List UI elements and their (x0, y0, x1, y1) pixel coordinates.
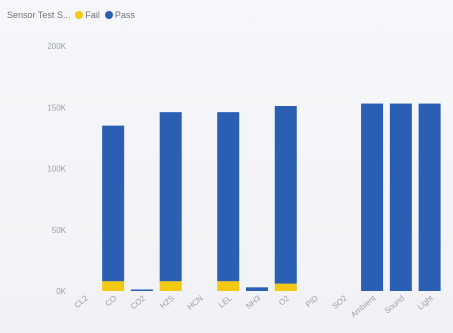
x-tick-label: Sound (383, 294, 407, 316)
bar-pass (217, 112, 240, 282)
y-tick-label: 50K (52, 226, 67, 235)
x-tick-label: CL2 (73, 293, 90, 310)
bar-fail (159, 281, 182, 291)
bar-pass (102, 125, 125, 282)
legend-pass-swatch (104, 11, 113, 19)
x-tick-label: SO2 (331, 293, 349, 311)
bar-pass (389, 103, 412, 291)
legend-item-pass[interactable]: Pass (104, 10, 135, 20)
x-tick-label: HCN (186, 294, 205, 312)
bar-fail (102, 281, 125, 291)
x-tick-label: LEL (217, 293, 234, 309)
x-tick-label: CO2 (129, 293, 148, 311)
legend-item-fail[interactable]: Fail (75, 10, 100, 20)
chart-header: Sensor Test S... Fail Pass (7, 10, 135, 20)
bar-pass (361, 103, 384, 291)
x-tick-label: H2S (158, 294, 176, 311)
x-tick-label: CO (103, 294, 118, 309)
bar-fail (217, 281, 240, 291)
x-tick-label: O2 (277, 293, 291, 307)
legend-pass-label: Pass (114, 10, 135, 20)
bar-pass (130, 289, 153, 291)
y-tick-label: 150K (47, 103, 66, 112)
y-tick-label: 0K (56, 287, 66, 296)
x-tick-label: PID (304, 293, 320, 309)
chart-title: Sensor Test S... (7, 10, 71, 20)
legend-fail-swatch (75, 11, 84, 19)
x-tick-label: NH3 (244, 293, 262, 311)
bar-pass (159, 112, 182, 282)
bar-fail (274, 283, 297, 291)
y-tick-label: 100K (47, 165, 66, 174)
bar-pass (418, 103, 441, 291)
x-tick-label: Light (416, 293, 436, 312)
y-tick-label: 200K (47, 42, 66, 51)
x-tick-label: Ambient (349, 293, 378, 319)
legend-fail-label: Fail (85, 10, 100, 20)
bar-pass (246, 287, 268, 291)
bar-pass (274, 106, 297, 284)
